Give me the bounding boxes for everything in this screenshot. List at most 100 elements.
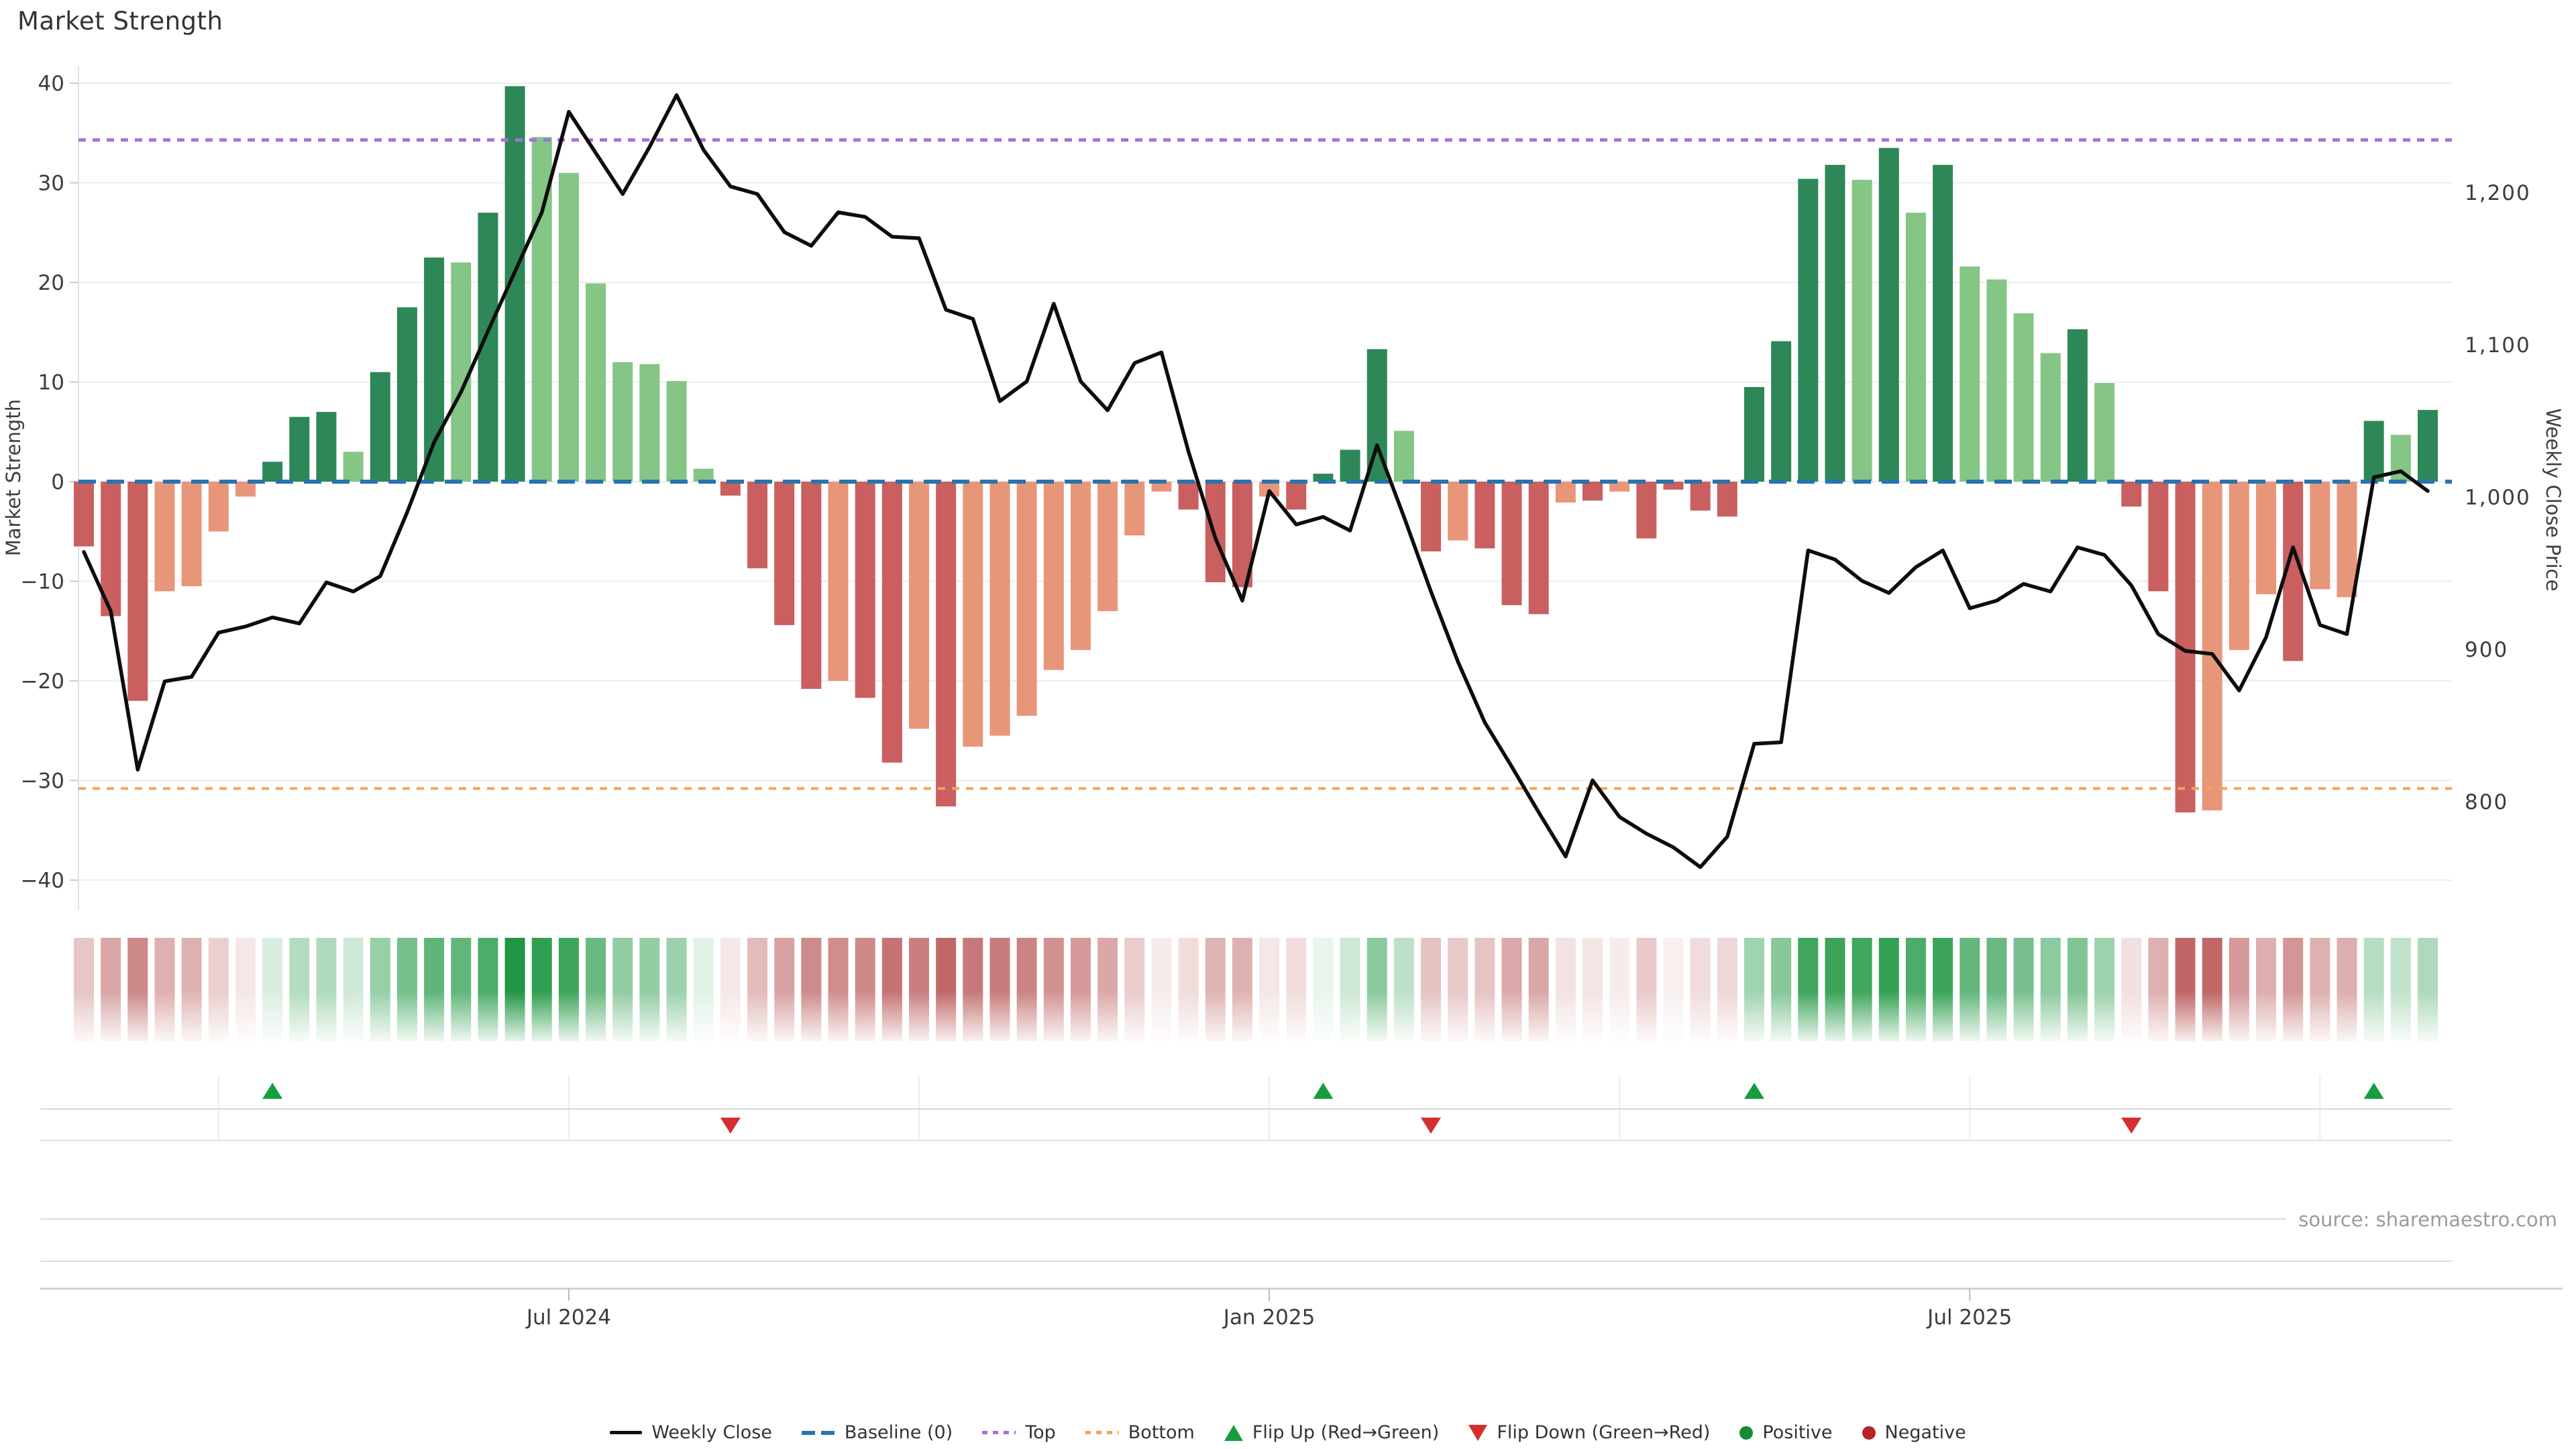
flip-down-marker	[1421, 1118, 1442, 1134]
bar	[1636, 482, 1657, 539]
bar	[1933, 164, 1953, 482]
right-axis-label: Weekly Close Price	[2542, 408, 2565, 592]
bar	[1798, 178, 1819, 482]
bar	[1286, 482, 1307, 510]
bar	[612, 362, 633, 482]
legend-label: Negative	[1884, 1422, 1966, 1443]
bar	[154, 482, 175, 592]
bar	[666, 381, 687, 482]
legend-item-bottom: Bottom	[1085, 1422, 1195, 1443]
bar	[1313, 474, 1334, 482]
bar	[2040, 353, 2061, 482]
bar	[1825, 164, 1845, 482]
bar	[2067, 329, 2088, 482]
legend-label: Positive	[1762, 1422, 1833, 1443]
bar	[908, 482, 929, 729]
bar	[2148, 482, 2169, 592]
bar	[74, 482, 94, 547]
strength-bars	[74, 86, 2438, 813]
legend-item-negative: Negative	[1862, 1422, 1966, 1443]
bar	[1851, 180, 1872, 482]
bar	[1070, 482, 1091, 650]
bar	[451, 262, 472, 482]
x-tick-label: Jul 2024	[525, 1305, 611, 1330]
bar	[774, 482, 795, 625]
bar	[1205, 482, 1226, 582]
bar	[289, 417, 310, 482]
legend-item-flip-up: Flip Up (Red→Green)	[1224, 1422, 1439, 1443]
bar	[1960, 266, 1980, 482]
bar	[2121, 482, 2142, 507]
flip-down-marker	[2121, 1118, 2142, 1134]
right-tick-label: 900	[2465, 638, 2508, 662]
bar	[181, 482, 202, 586]
left-tick-label: 10	[38, 371, 64, 395]
bar	[396, 307, 417, 482]
legend-item-flip-down: Flip Down (Green→Red)	[1468, 1422, 1710, 1443]
weekly-close-line	[82, 93, 2430, 869]
bar	[1501, 482, 1522, 606]
right-tick-label: 1,000	[2465, 486, 2531, 510]
positive-circle-icon	[1739, 1426, 1754, 1440]
bar	[370, 372, 390, 482]
flip-marker-rows	[40, 1075, 2452, 1141]
left-tick-label: 0	[51, 470, 64, 494]
source-note: source: sharemaestro.com	[2286, 1208, 2557, 1231]
bar	[1717, 482, 1737, 517]
bar	[208, 482, 229, 532]
flip-down-triangle-icon	[1468, 1424, 1488, 1441]
bar	[343, 451, 364, 482]
bar	[2418, 410, 2438, 482]
bar	[1340, 449, 1360, 482]
legend-item-baseline: Baseline (0)	[801, 1422, 953, 1443]
bar	[2310, 482, 2330, 590]
bar	[1609, 482, 1630, 492]
bar	[1016, 482, 1037, 716]
bar	[2337, 482, 2357, 598]
bar	[1474, 482, 1495, 549]
chart-legend: Weekly Close Baseline (0) Top Bottom Fli…	[0, 1422, 2576, 1443]
bar	[1448, 482, 1468, 541]
baseline-dash-icon	[801, 1430, 835, 1435]
left-axis-label: Market Strength	[2, 398, 25, 557]
left-tick-label: −30	[21, 769, 64, 794]
legend-item-weekly-close: Weekly Close	[610, 1422, 772, 1443]
bar	[2229, 482, 2249, 650]
left-tick-label: −10	[21, 570, 64, 594]
left-tick-label: 40	[38, 72, 64, 96]
bar	[855, 482, 875, 698]
top-dotted-icon	[982, 1431, 1016, 1434]
right-tick-label: 800	[2465, 790, 2508, 814]
bar	[2202, 482, 2222, 811]
bar	[747, 482, 768, 569]
bar	[1043, 482, 1064, 670]
bar	[2363, 421, 2384, 482]
legend-label: Weekly Close	[651, 1422, 772, 1443]
bar	[639, 364, 660, 482]
bar	[881, 482, 902, 763]
left-tick-label: 30	[38, 172, 64, 196]
bar	[936, 482, 957, 807]
legend-label: Top	[1025, 1422, 1056, 1443]
bar	[1878, 148, 1899, 482]
flip-up-marker	[1313, 1083, 1334, 1099]
flip-up-marker	[1743, 1083, 1764, 1099]
flip-up-marker	[262, 1083, 283, 1099]
legend-label: Bottom	[1128, 1422, 1195, 1443]
bar	[2256, 482, 2277, 594]
bar	[720, 482, 741, 496]
bar	[1124, 482, 1145, 536]
legend-item-top: Top	[982, 1422, 1056, 1443]
bar	[693, 468, 714, 482]
bar	[1582, 482, 1603, 501]
bar	[1555, 482, 1576, 503]
bar	[1097, 482, 1118, 612]
bar	[424, 257, 445, 482]
bar	[1421, 482, 1442, 551]
bar	[1393, 431, 1414, 482]
left-tick-label: 20	[38, 271, 64, 295]
bar	[127, 482, 148, 701]
page-title: Market Strength	[17, 7, 223, 36]
bar	[1743, 386, 1764, 482]
